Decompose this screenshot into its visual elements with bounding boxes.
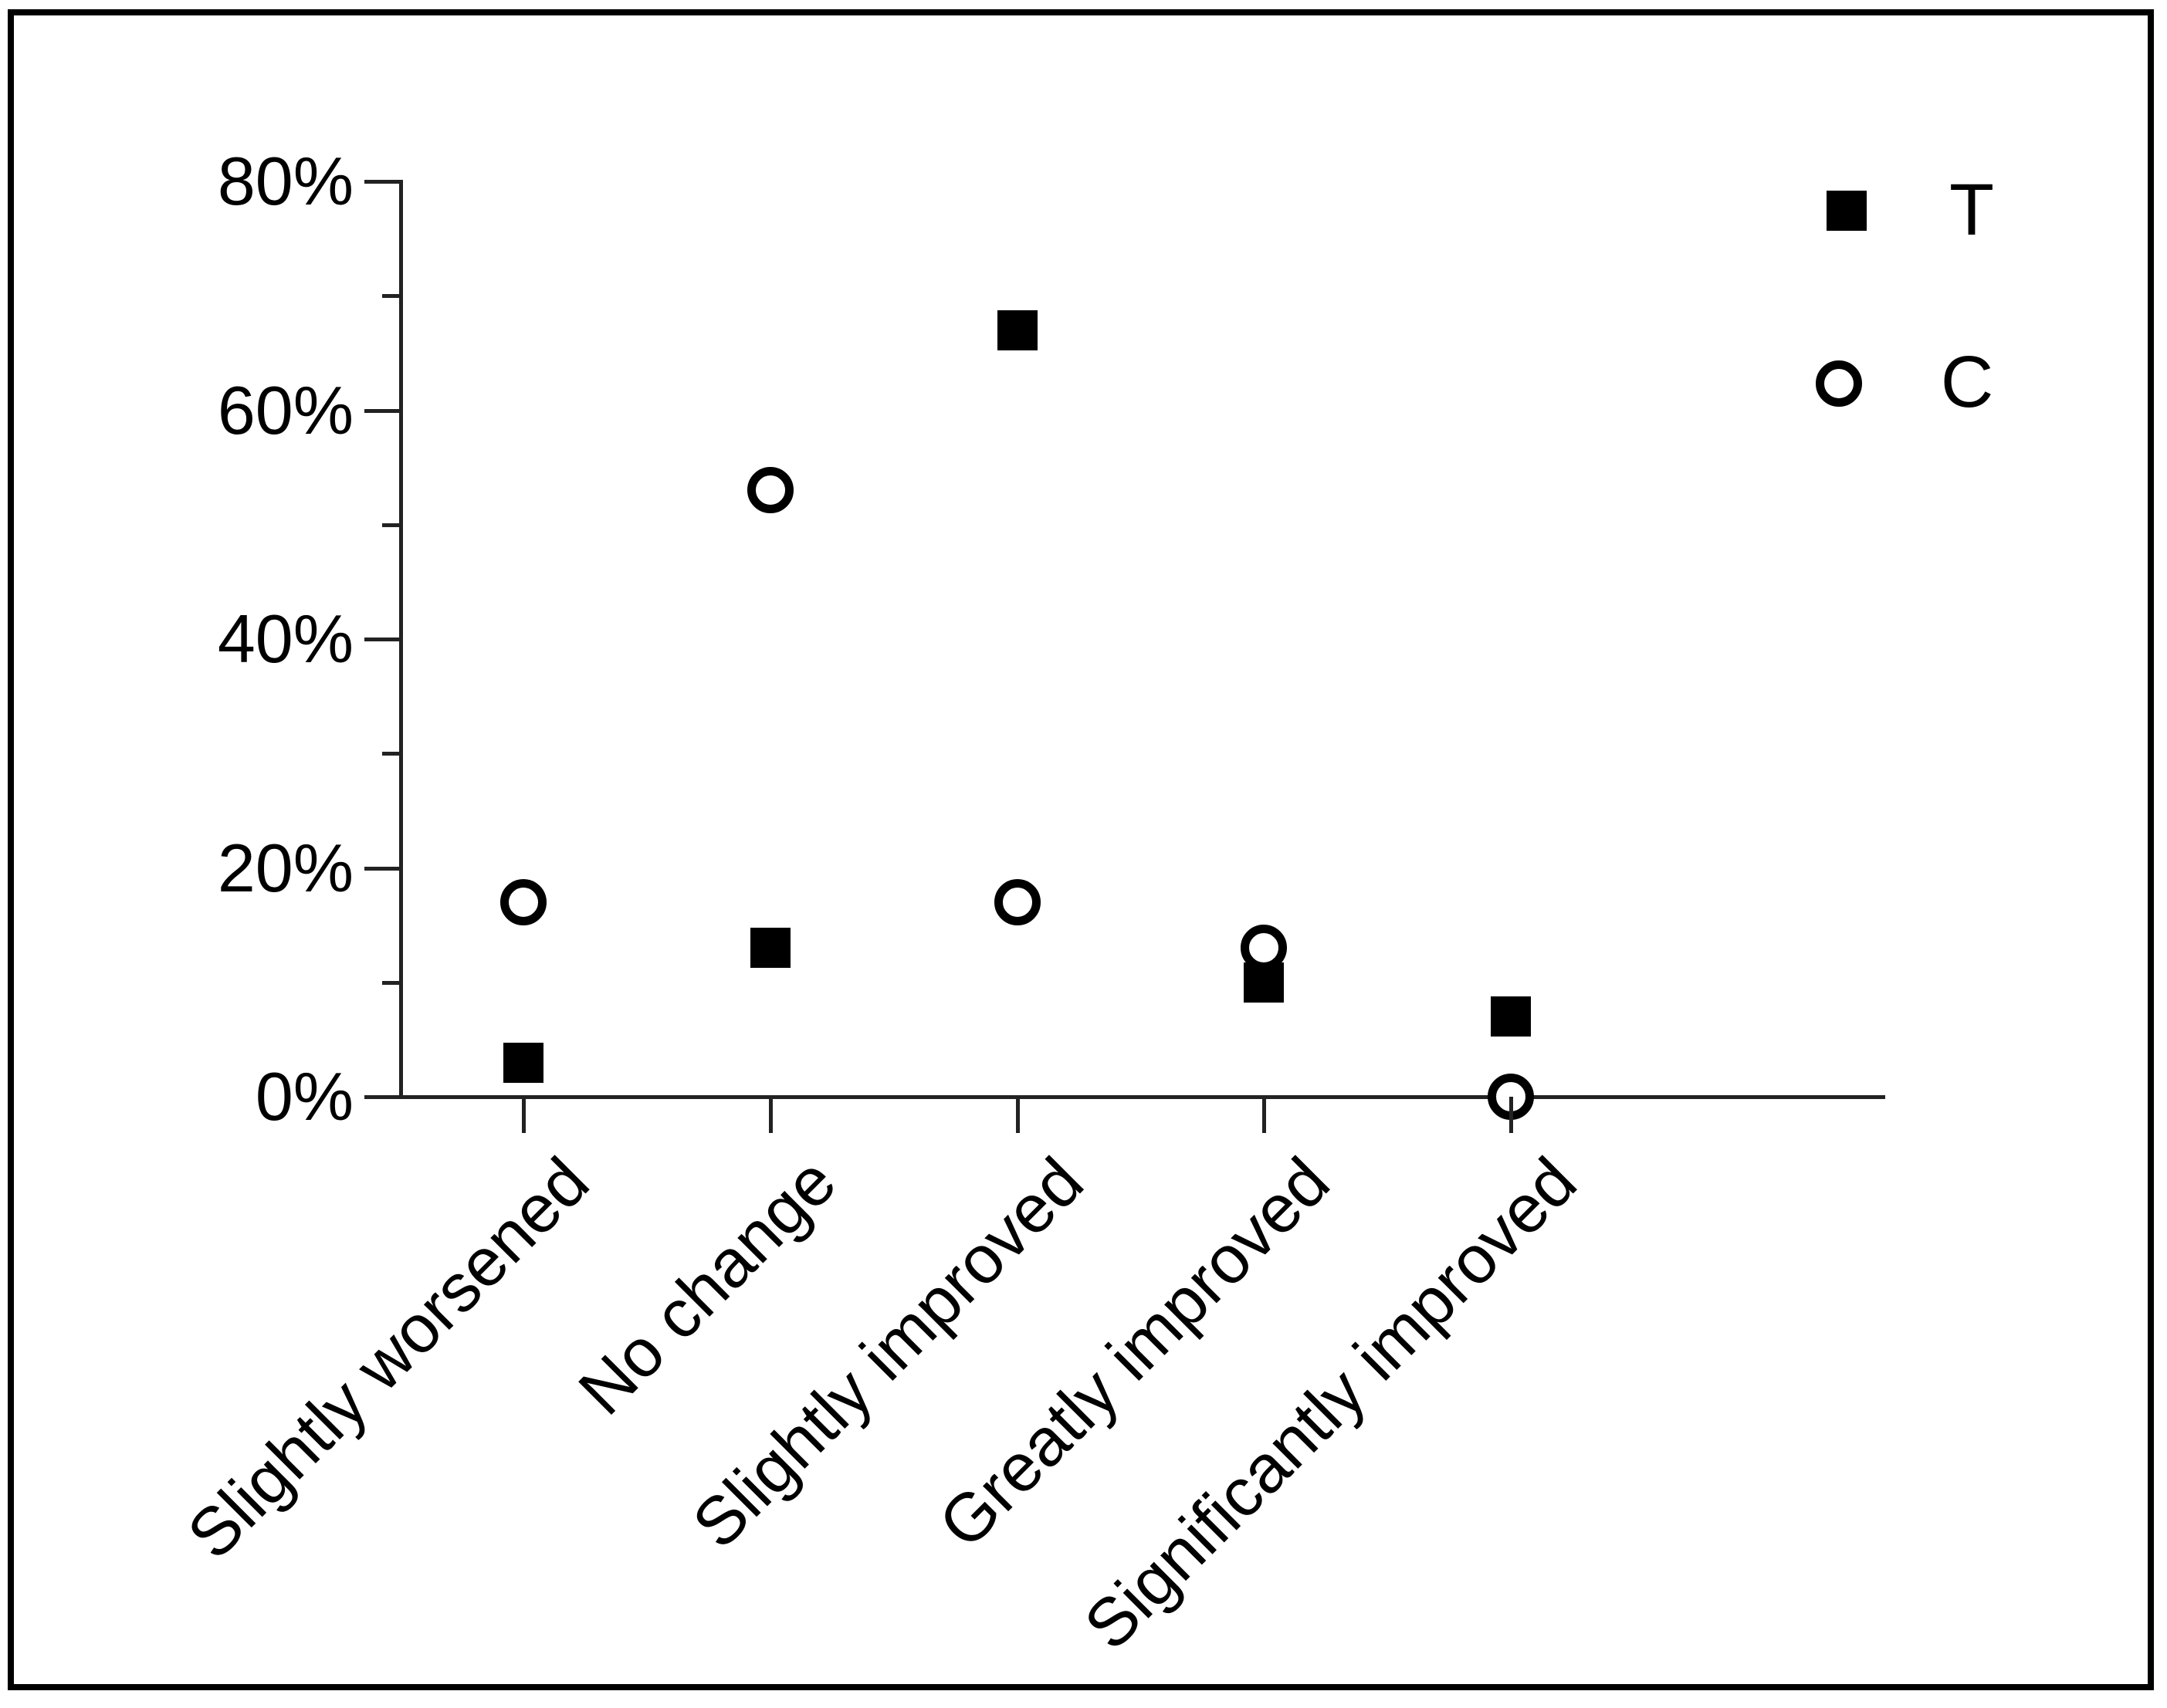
y-axis-minor-tick: [382, 294, 401, 299]
y-axis-tick-label: 0%: [255, 1058, 354, 1135]
x-axis-tick: [1262, 1097, 1266, 1133]
data-point-square-T: [997, 309, 1038, 350]
x-axis-tick: [522, 1097, 526, 1133]
y-axis-minor-tick: [382, 752, 401, 756]
x-axis-line: [399, 1095, 1885, 1099]
figure-border: [8, 9, 2154, 1690]
y-axis-tick-label: 20%: [217, 829, 354, 906]
y-axis-tick-label: 80%: [217, 143, 354, 219]
y-axis-major-tick: [364, 180, 401, 184]
data-point-circle-C: [500, 878, 547, 925]
data-point-circle-C: [747, 467, 794, 514]
data-point-square-T: [750, 928, 791, 969]
x-axis-tick: [1509, 1097, 1513, 1133]
y-axis-line: [399, 180, 403, 1098]
y-axis-major-tick: [364, 1095, 401, 1099]
data-point-circle-C: [1241, 925, 1287, 972]
data-point-circle-C: [994, 878, 1041, 925]
y-axis-minor-tick: [382, 980, 401, 985]
y-axis-tick-label: 60%: [217, 371, 354, 448]
x-axis-tick: [1016, 1097, 1020, 1133]
y-axis-major-tick: [364, 408, 401, 413]
data-point-square-T: [503, 1042, 543, 1083]
y-axis-major-tick: [364, 638, 401, 641]
x-axis-tick: [769, 1097, 773, 1133]
y-axis-major-tick: [364, 866, 401, 871]
data-point-square-T: [1491, 996, 1531, 1037]
y-axis-minor-tick: [382, 523, 401, 527]
y-axis-tick-label: 40%: [217, 600, 354, 677]
